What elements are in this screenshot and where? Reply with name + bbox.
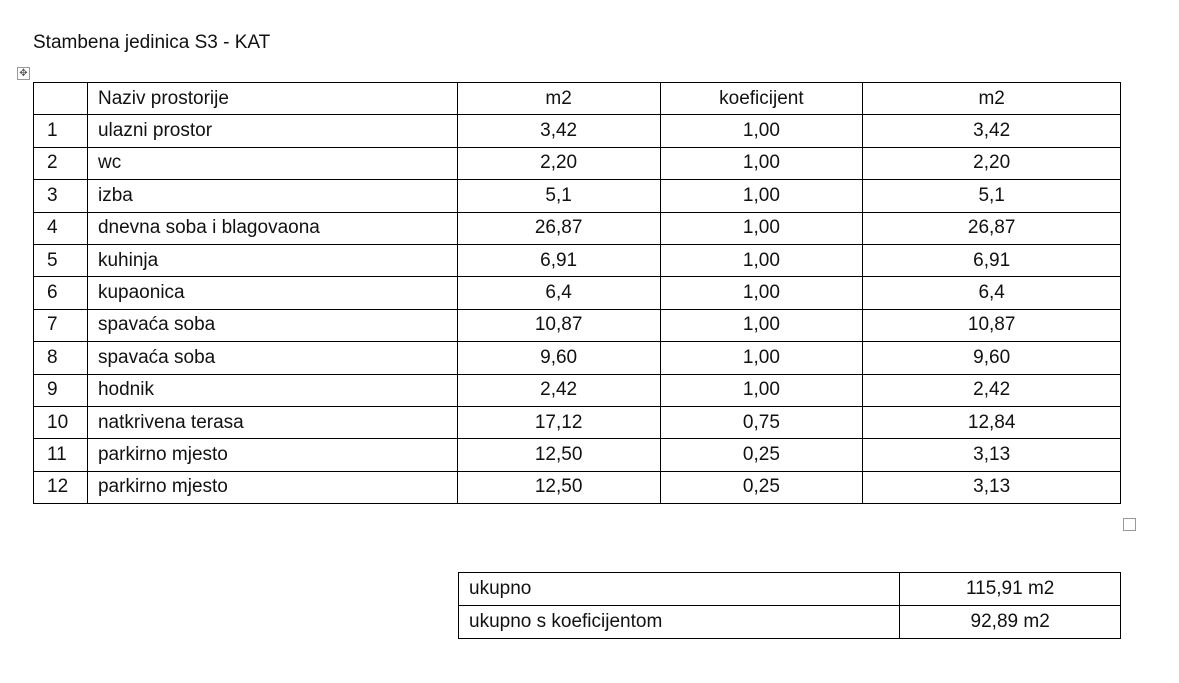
table-row: 9 hodnik 2,42 1,00 2,42 [33, 373, 1121, 407]
table-row: 4 dnevna soba i blagovaona 26,87 1,00 26,87 [33, 211, 1121, 245]
weighted-area: 9,60 [862, 341, 1121, 375]
area: 5,1 [456, 179, 661, 213]
area: 6,4 [456, 276, 661, 310]
row-number: 4 [33, 211, 88, 245]
weighted-total-label: ukupno s koeficijentom [457, 605, 901, 639]
room-name: ulazni prostor [86, 114, 458, 148]
weighted-area: 12,84 [862, 405, 1121, 440]
area: 3,42 [456, 114, 661, 148]
room-name: natkrivena terasa [86, 405, 458, 440]
room-name: parkirno mjesto [86, 470, 458, 505]
coefficient: 1,00 [659, 341, 864, 375]
header-room-name: Naziv prostorije [86, 81, 458, 116]
area: 17,12 [456, 405, 661, 440]
total-label: ukupno [457, 572, 901, 606]
room-name: kupaonica [86, 276, 458, 310]
room-name: wc [86, 146, 458, 181]
room-name: spavaća soba [86, 308, 458, 343]
area: 10,87 [456, 308, 661, 343]
row-number: 2 [33, 146, 88, 181]
header-weighted-area: m2 [862, 81, 1121, 116]
coefficient: 1,00 [659, 114, 864, 148]
totals-table: ukupno 115,91 m2 ukupno s koeficijentom … [457, 572, 1121, 639]
row-number: 10 [33, 405, 88, 440]
table-resize-handle[interactable] [1123, 518, 1136, 531]
row-number: 9 [33, 373, 88, 407]
header-coefficient: koeficijent [659, 81, 864, 116]
room-name: izba [86, 179, 458, 213]
area: 2,42 [456, 373, 661, 407]
weighted-area: 3,42 [862, 114, 1121, 148]
header-area: m2 [456, 81, 661, 116]
table-header-row: Naziv prostorije m2 koeficijent m2 [33, 81, 1121, 116]
area: 12,50 [456, 470, 661, 505]
row-number: 12 [33, 470, 88, 505]
area: 26,87 [456, 211, 661, 245]
row-number: 6 [33, 276, 88, 310]
coefficient: 1,00 [659, 308, 864, 343]
room-name: kuhinja [86, 243, 458, 278]
totals-row-weighted: ukupno s koeficijentom 92,89 m2 [457, 605, 1121, 639]
table-row: 1 ulazni prostor 3,42 1,00 3,42 [33, 114, 1121, 148]
weighted-area: 2,20 [862, 146, 1121, 181]
room-name: parkirno mjesto [86, 438, 458, 472]
table-row: 5 kuhinja 6,91 1,00 6,91 [33, 243, 1121, 278]
header-row-number [33, 81, 88, 116]
row-number: 8 [33, 341, 88, 375]
coefficient: 1,00 [659, 146, 864, 181]
area: 6,91 [456, 243, 661, 278]
room-name: dnevna soba i blagovaona [86, 211, 458, 245]
area: 9,60 [456, 341, 661, 375]
room-name: hodnik [86, 373, 458, 407]
rooms-table: Naziv prostorije m2 koeficijent m2 1 ulazni p… [33, 81, 1121, 505]
weighted-area: 3,13 [862, 438, 1121, 472]
row-number: 1 [33, 114, 88, 148]
row-number: 5 [33, 243, 88, 278]
weighted-area: 6,91 [862, 243, 1121, 278]
weighted-total-value: 92,89 m2 [899, 605, 1121, 639]
table-row: 3 izba 5,1 1,00 5,1 [33, 179, 1121, 213]
coefficient: 1,00 [659, 211, 864, 245]
table-row: 2 wc 2,20 1,00 2,20 [33, 146, 1121, 181]
row-number: 7 [33, 308, 88, 343]
weighted-area: 3,13 [862, 470, 1121, 505]
room-name: spavaća soba [86, 341, 458, 375]
area: 2,20 [456, 146, 661, 181]
weighted-area: 2,42 [862, 373, 1121, 407]
table-row: 12 parkirno mjesto 12,50 0,25 3,13 [33, 470, 1121, 505]
weighted-area: 10,87 [862, 308, 1121, 343]
coefficient: 1,00 [659, 179, 864, 213]
totals-row-total: ukupno 115,91 m2 [457, 572, 1121, 606]
row-number: 3 [33, 179, 88, 213]
coefficient: 0,25 [659, 438, 864, 472]
table-row: 8 spavaća soba 9,60 1,00 9,60 [33, 341, 1121, 375]
table-row: 7 spavaća soba 10,87 1,00 10,87 [33, 308, 1121, 343]
coefficient: 0,25 [659, 470, 864, 505]
coefficient: 1,00 [659, 373, 864, 407]
coefficient: 0,75 [659, 405, 864, 440]
weighted-area: 5,1 [862, 179, 1121, 213]
coefficient: 1,00 [659, 243, 864, 278]
row-number: 11 [33, 438, 88, 472]
weighted-area: 6,4 [862, 276, 1121, 310]
table-move-handle-icon[interactable]: ✥ [17, 67, 30, 80]
table-row: 6 kupaonica 6,4 1,00 6,4 [33, 276, 1121, 310]
table-row: 10 natkrivena terasa 17,12 0,75 12,84 [33, 405, 1121, 440]
area: 12,50 [456, 438, 661, 472]
weighted-area: 26,87 [862, 211, 1121, 245]
document-title: Stambena jedinica S3 - KAT [33, 32, 271, 53]
table-row: 11 parkirno mjesto 12,50 0,25 3,13 [33, 438, 1121, 472]
total-value: 115,91 m2 [899, 572, 1121, 606]
coefficient: 1,00 [659, 276, 864, 310]
